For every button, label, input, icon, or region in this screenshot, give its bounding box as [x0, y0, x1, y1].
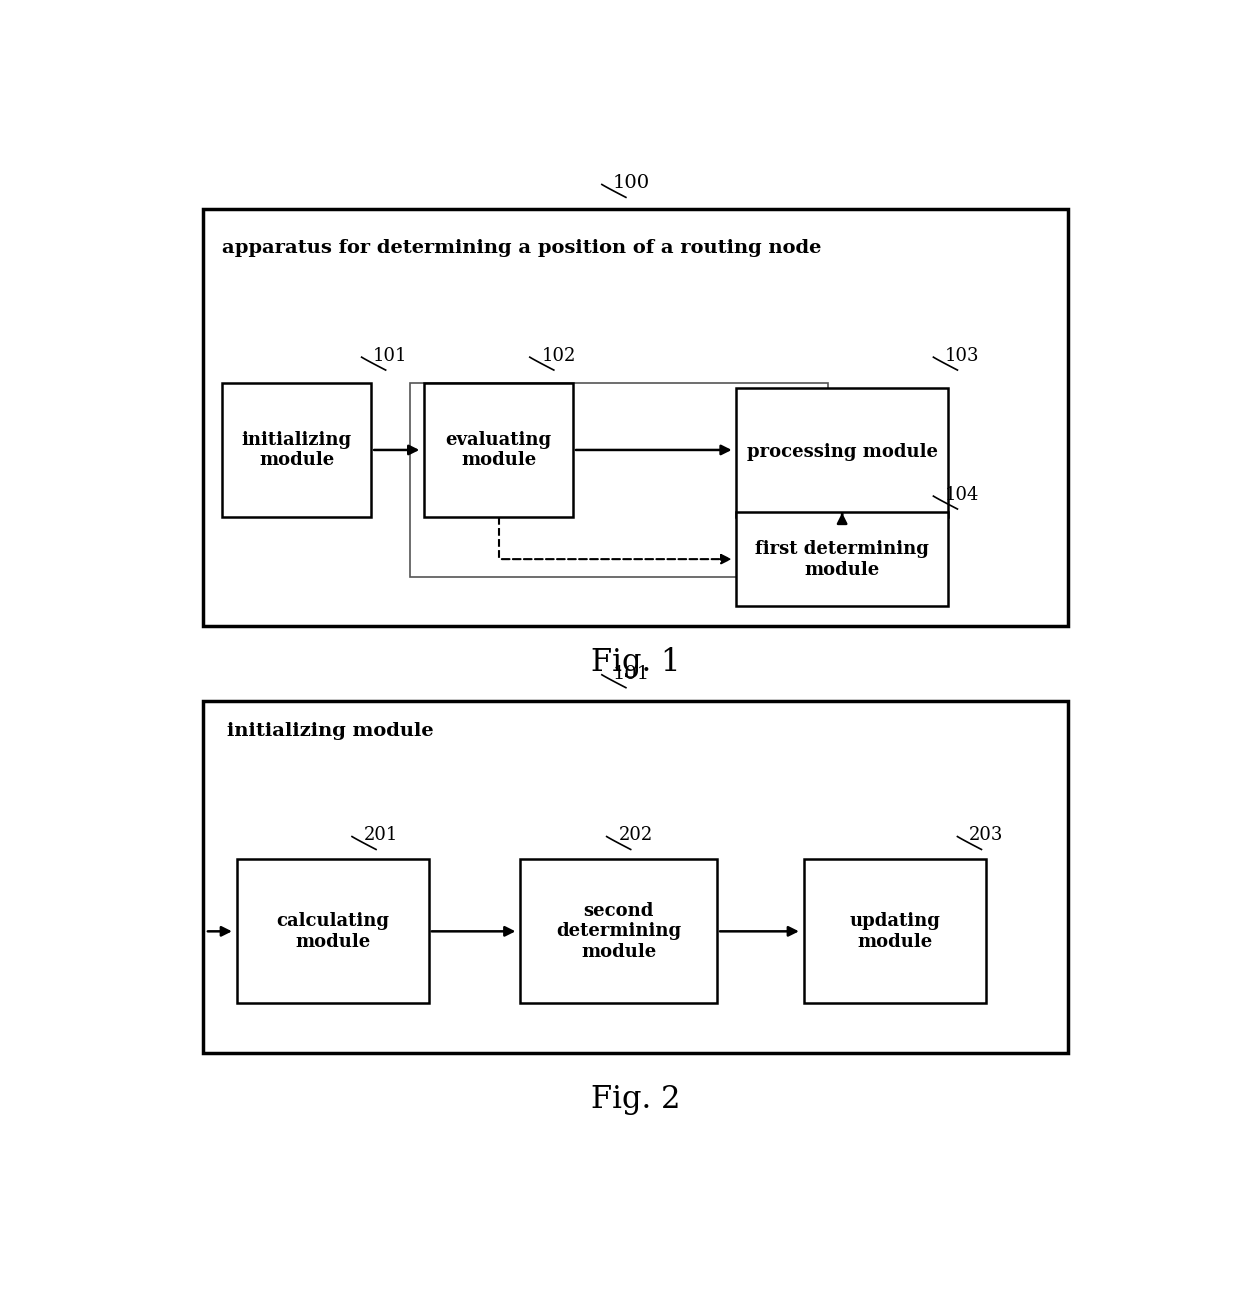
Text: 101: 101: [373, 347, 408, 365]
Text: 100: 100: [613, 174, 650, 192]
Text: updating
module: updating module: [849, 911, 940, 951]
Text: Fig. 1: Fig. 1: [590, 647, 681, 678]
Text: evaluating
module: evaluating module: [445, 431, 552, 469]
Bar: [737, 388, 947, 517]
Text: 202: 202: [619, 826, 652, 844]
Bar: [737, 512, 947, 606]
Text: initializing
module: initializing module: [242, 431, 352, 469]
Bar: [409, 383, 828, 576]
Text: 102: 102: [542, 347, 575, 365]
Text: 101: 101: [613, 665, 650, 683]
Bar: [222, 383, 371, 517]
Bar: [203, 209, 1068, 626]
Text: processing module: processing module: [746, 443, 937, 461]
Text: Fig. 2: Fig. 2: [590, 1084, 681, 1115]
Bar: [521, 860, 717, 1003]
Bar: [203, 701, 1068, 1053]
Text: 201: 201: [363, 826, 398, 844]
Bar: [424, 383, 573, 517]
Text: apparatus for determining a position of a routing node: apparatus for determining a position of …: [222, 238, 822, 257]
Text: second
determining
module: second determining module: [556, 901, 681, 962]
Bar: [804, 860, 986, 1003]
Text: 104: 104: [945, 486, 980, 504]
Text: initializing module: initializing module: [227, 722, 434, 740]
Text: calculating
module: calculating module: [277, 911, 389, 951]
Bar: [237, 860, 429, 1003]
Text: first determining
module: first determining module: [755, 540, 929, 579]
Text: 203: 203: [970, 826, 1003, 844]
Text: 103: 103: [945, 347, 980, 365]
